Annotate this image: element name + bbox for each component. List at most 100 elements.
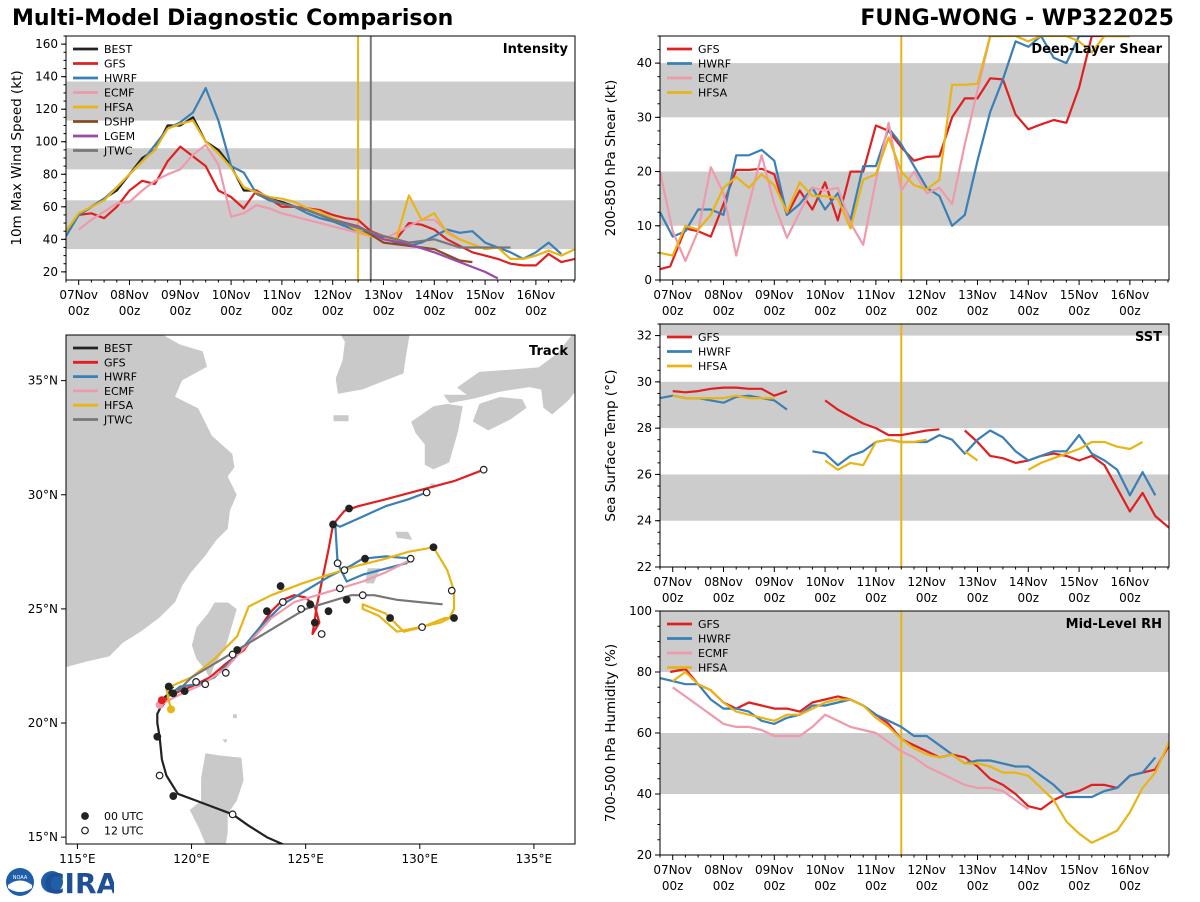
land-korea [334, 335, 411, 395]
x-tick-hour: 00z [68, 304, 90, 318]
legend-label: HFSA [698, 87, 728, 100]
x-tick-hour: 00z [373, 304, 395, 318]
x-tick-hour: 00z [1119, 591, 1141, 605]
panel-shear: 0 10 20 30 40 07Nov 00z 08Nov 00z 09Nov 00z 10Nov 00… [603, 35, 1170, 318]
marker-00utc [262, 607, 271, 616]
x-tick-date: 10Nov [806, 863, 845, 877]
x-tick-date: 12Nov [907, 863, 946, 877]
y-axis-label: Sea Surface Temp (°C) [603, 369, 619, 521]
plot-frame [65, 334, 576, 845]
y-tick-label: 30 [637, 375, 652, 389]
x-tick-hour: 00z [713, 879, 735, 893]
series-hfsa [660, 36, 1130, 257]
x-tick-label: 120°E [173, 852, 210, 866]
series-gfs [660, 36, 1130, 271]
marker-12utc [358, 591, 367, 600]
x-tick-hour: 00z [764, 879, 786, 893]
marker-00utc [169, 792, 178, 800]
panel-rh: 20 40 60 80 100 07Nov 00z 08Nov 00z 09Nov 00z 10Nov… [603, 604, 1170, 893]
y-tick-label: 60 [637, 726, 652, 740]
legend-label: HFSA [698, 360, 728, 373]
y-tick-label: 24 [637, 514, 652, 528]
x-tick-hour: 00z [916, 879, 938, 893]
x-tick-hour: 00z [713, 304, 735, 318]
y-tick-label: 40 [637, 787, 652, 801]
page-title: Multi-Model Diagnostic Comparison [12, 6, 454, 31]
legend-label: HFSA [104, 399, 134, 412]
track-start-marker [166, 705, 175, 714]
legend-label: GFS [104, 356, 126, 369]
x-tick-date: 11Nov [857, 288, 896, 302]
marker-00utc [386, 614, 395, 622]
y-tick-label: 15°N [28, 830, 58, 844]
x-tick-date: 09Nov [161, 288, 200, 302]
x-tick-hour: 00z [713, 591, 735, 605]
series-hwrf [66, 86, 563, 260]
land-taiwan [191, 601, 238, 681]
series-ecmf [660, 36, 1003, 263]
x-tick-hour: 00z [662, 304, 684, 318]
marker-legend-label: 12 UTC [104, 825, 144, 838]
marker-00utc [276, 582, 285, 590]
land-shikoku [471, 396, 528, 432]
x-tick-hour: 00z [1068, 879, 1090, 893]
legend-label: HWRF [104, 371, 137, 384]
band [660, 324, 1169, 336]
x-tick-date: 08Nov [704, 288, 743, 302]
x-tick-hour: 00z [1017, 304, 1039, 318]
x-tick-date: 10Nov [806, 288, 845, 302]
x-tick-date: 07Nov [653, 863, 692, 877]
y-tick-label: 0 [644, 273, 652, 287]
x-tick-hour: 00z [967, 591, 989, 605]
marker-12utc [317, 630, 326, 638]
y-tick-label: 10 [637, 219, 652, 233]
x-tick-date: 15Nov [1060, 288, 1099, 302]
x-tick-label: 115°E [59, 852, 96, 866]
x-tick-date: 07Nov [653, 575, 692, 589]
series-hfsa [672, 394, 775, 400]
legend-marker [81, 826, 89, 835]
legend-label: HWRF [698, 346, 731, 359]
series-gfs [672, 386, 788, 397]
x-tick-hour: 00z [814, 591, 836, 605]
y-tick-label: 28 [637, 421, 652, 435]
y-tick-label: 20°N [28, 716, 58, 730]
legend-marker [81, 812, 89, 820]
land-babuyan [220, 738, 229, 745]
y-tick-label: 32 [637, 329, 652, 343]
band [660, 611, 1169, 672]
marker-12utc [406, 554, 415, 563]
panel-sst: 22 24 26 28 30 32 07Nov 00z 08Nov 00z 09Nov 00z 10No… [603, 323, 1170, 605]
x-tick-hour: 00z [916, 591, 938, 605]
marker-12utc [278, 598, 287, 606]
x-tick-hour: 00z [322, 304, 344, 318]
x-tick-hour: 00z [764, 304, 786, 318]
x-tick-date: 08Nov [704, 863, 743, 877]
x-tick-date: 15Nov [1060, 575, 1099, 589]
panel-title: Deep-Layer Shear [1031, 42, 1162, 57]
x-tick-date: 11Nov [857, 575, 896, 589]
x-tick-hour: 00z [220, 304, 242, 318]
y-tick-label: 40 [43, 232, 58, 246]
noaa-seal-text: NOAA [13, 875, 28, 881]
x-tick-date: 14Nov [1009, 575, 1048, 589]
legend-label: HWRF [698, 58, 731, 71]
x-tick-date: 09Nov [755, 863, 794, 877]
x-tick-date: 16Nov [517, 288, 556, 302]
y-tick-label: 35°N [28, 374, 58, 388]
marker-12utc [422, 488, 431, 497]
x-tick-date: 12Nov [907, 575, 946, 589]
band [660, 381, 1169, 429]
x-tick-hour: 00z [865, 304, 887, 318]
x-tick-hour: 00z [1119, 304, 1141, 318]
legend-label: JTWC [103, 414, 133, 427]
panel-title: Intensity [503, 42, 569, 57]
marker-00utc [429, 543, 438, 552]
band [66, 200, 575, 250]
x-tick-hour: 00z [119, 304, 141, 318]
storm-name: FUNG-WONG - WP322025 [860, 6, 1174, 31]
y-tick-label: 20 [43, 265, 58, 279]
legend-label: BEST [104, 43, 132, 56]
x-tick-date: 16Nov [1111, 575, 1150, 589]
marker-00utc [233, 646, 242, 654]
